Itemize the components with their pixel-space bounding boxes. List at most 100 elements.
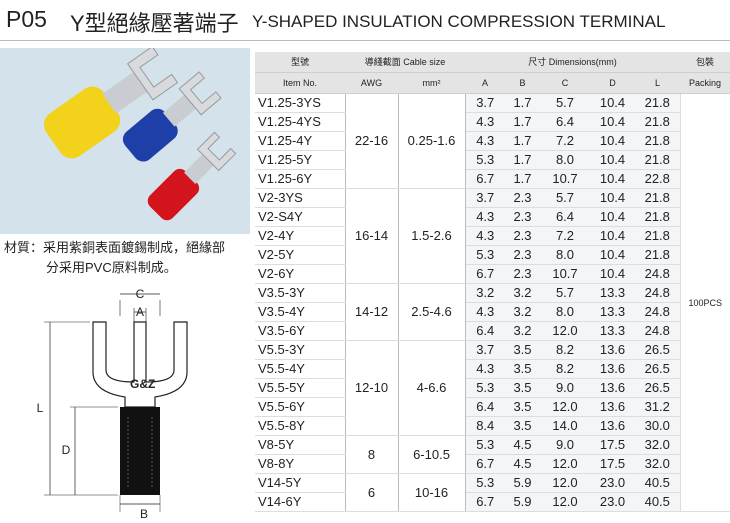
item-cell: V2-3YS [255,188,346,208]
dim-cell: 2.3 [505,245,540,265]
header-cell: B [505,72,540,94]
dim-label: C [136,287,145,301]
item-cell: V1.25-4YS [255,112,346,132]
title-cn: Y型絕緣壓著端子 [70,11,239,36]
data-row: V1.25-4Y 4.3 1.7 7.2 10.4 21.8 [255,131,730,151]
dim-cell: 4.3 [465,131,505,151]
item-cell: V5.5-6Y [255,397,346,417]
dim-cell: 6.4 [540,112,590,132]
dim-cell: 1.7 [505,131,540,151]
item-cell: V1.25-5Y [255,150,346,170]
dim-cell: 3.2 [505,283,540,303]
dim-cell: 1.7 [505,93,540,113]
dim-cell: 8.0 [540,150,590,170]
dim-cell: 10.7 [540,264,590,284]
dim-cell: 17.5 [590,435,635,455]
dim-cell: 3.5 [505,397,540,417]
dim-cell: 23.0 [590,473,635,493]
dim-cell: 1.7 [505,169,540,189]
item-cell: V14-6Y [255,492,346,512]
item-cell: V5.5-4Y [255,359,346,379]
item-cell: V5.5-8Y [255,416,346,436]
mm2-cell: 4-6.6 [398,340,466,436]
dim-label: B [140,507,148,521]
dim-cell: 3.7 [465,93,505,113]
dim-cell: 4.3 [465,112,505,132]
dim-cell: 3.5 [505,416,540,436]
dim-cell: 12.0 [540,397,590,417]
dim-cell: 10.4 [590,245,635,265]
dim-cell: 10.4 [590,264,635,284]
data-row: V3.5-6Y 6.4 3.2 12.0 13.3 24.8 [255,321,730,341]
dim-cell: 9.0 [540,435,590,455]
dim-cell: 10.4 [590,226,635,246]
item-cell: V2-5Y [255,245,346,265]
item-cell: V14-5Y [255,473,346,493]
data-row: V5.5-3Y 12-10 4-6.6 3.7 3.5 8.2 13.6 26.5 [255,340,730,436]
title-en: Y-SHAPED INSULATION COMPRESSION TERMINAL [252,12,666,31]
mm2-cell: 1.5-2.6 [398,188,466,284]
dim-cell: 2.3 [505,207,540,227]
mm2-cell: 2.5-4.6 [398,283,466,341]
dim-cell: 6.7 [465,492,505,512]
data-row: V8-5Y 8 6-10.5 5.3 4.5 9.0 17.5 32.0 [255,435,730,474]
dim-cell: 5.3 [465,435,505,455]
dim-cell: 4.3 [465,207,505,227]
dim-cell: 12.0 [540,492,590,512]
dim-cell: 26.5 [635,378,680,398]
awg-cell: 12-10 [345,340,399,436]
data-row: V5.5-8Y 8.4 3.5 14.0 13.6 30.0 [255,416,730,436]
header-row: Item No. AWG mm² A B C D L Packing [255,72,730,94]
dim-cell: 6.7 [465,454,505,474]
data-row: V3.5-3Y 14-12 2.5-4.6 3.2 3.2 5.7 13.3 24.8 [255,283,730,341]
dim-cell: 4.3 [465,302,505,322]
header-cell: Packing [680,72,730,94]
dim-cell: 5.7 [540,93,590,113]
dim-cell: 8.4 [465,416,505,436]
dim-cell: 24.8 [635,302,680,322]
material-note-line: 分采用PVC原料制成。 [46,260,177,275]
dim-cell: 40.5 [635,473,680,493]
dim-cell: 5.3 [465,245,505,265]
item-cell: V1.25-6Y [255,169,346,189]
item-cell: V5.5-3Y [255,340,346,360]
header-cell: C [540,72,590,94]
header-cell: AWG [345,72,398,94]
dim-cell: 13.6 [590,397,635,417]
data-row: V2-4Y 4.3 2.3 7.2 10.4 21.8 [255,226,730,246]
technical-drawing: G&Z C A L D B [37,287,188,521]
dim-cell: 24.8 [635,283,680,303]
packing-cell: 100PCS [679,93,730,512]
data-row: V1.25-5Y 5.3 1.7 8.0 10.4 21.8 [255,150,730,170]
dim-cell: 12.0 [540,321,590,341]
dim-cell: 13.6 [590,340,635,360]
product-photo [0,48,250,234]
data-row: V14-6Y 6.7 5.9 12.0 23.0 40.5 [255,492,730,512]
dim-cell: 5.3 [465,378,505,398]
dim-cell: 8.2 [540,359,590,379]
item-cell: V2-S4Y [255,207,346,227]
dim-cell: 32.0 [635,435,680,455]
dim-cell: 26.5 [635,340,680,360]
dim-cell: 10.4 [590,93,635,113]
dim-cell: 10.4 [590,131,635,151]
dim-cell: 21.8 [635,207,680,227]
dim-cell: 2.3 [505,188,540,208]
dim-cell: 5.9 [505,473,540,493]
dim-cell: 4.3 [465,226,505,246]
dim-cell: 5.7 [540,188,590,208]
item-cell: V3.5-4Y [255,302,346,322]
awg-cell: 14-12 [345,283,399,341]
dim-cell: 10.4 [590,188,635,208]
header-cell: Item No. [255,72,345,94]
dim-cell: 13.3 [590,302,635,322]
header-cell: 包裝 [680,52,730,73]
logo: G&Z [130,377,155,391]
dim-cell: 21.8 [635,93,680,113]
awg-cell: 8 [345,435,399,474]
dim-cell: 3.5 [505,359,540,379]
dim-cell: 3.2 [465,283,505,303]
dim-cell: 24.8 [635,321,680,341]
dim-cell: 10.4 [590,169,635,189]
